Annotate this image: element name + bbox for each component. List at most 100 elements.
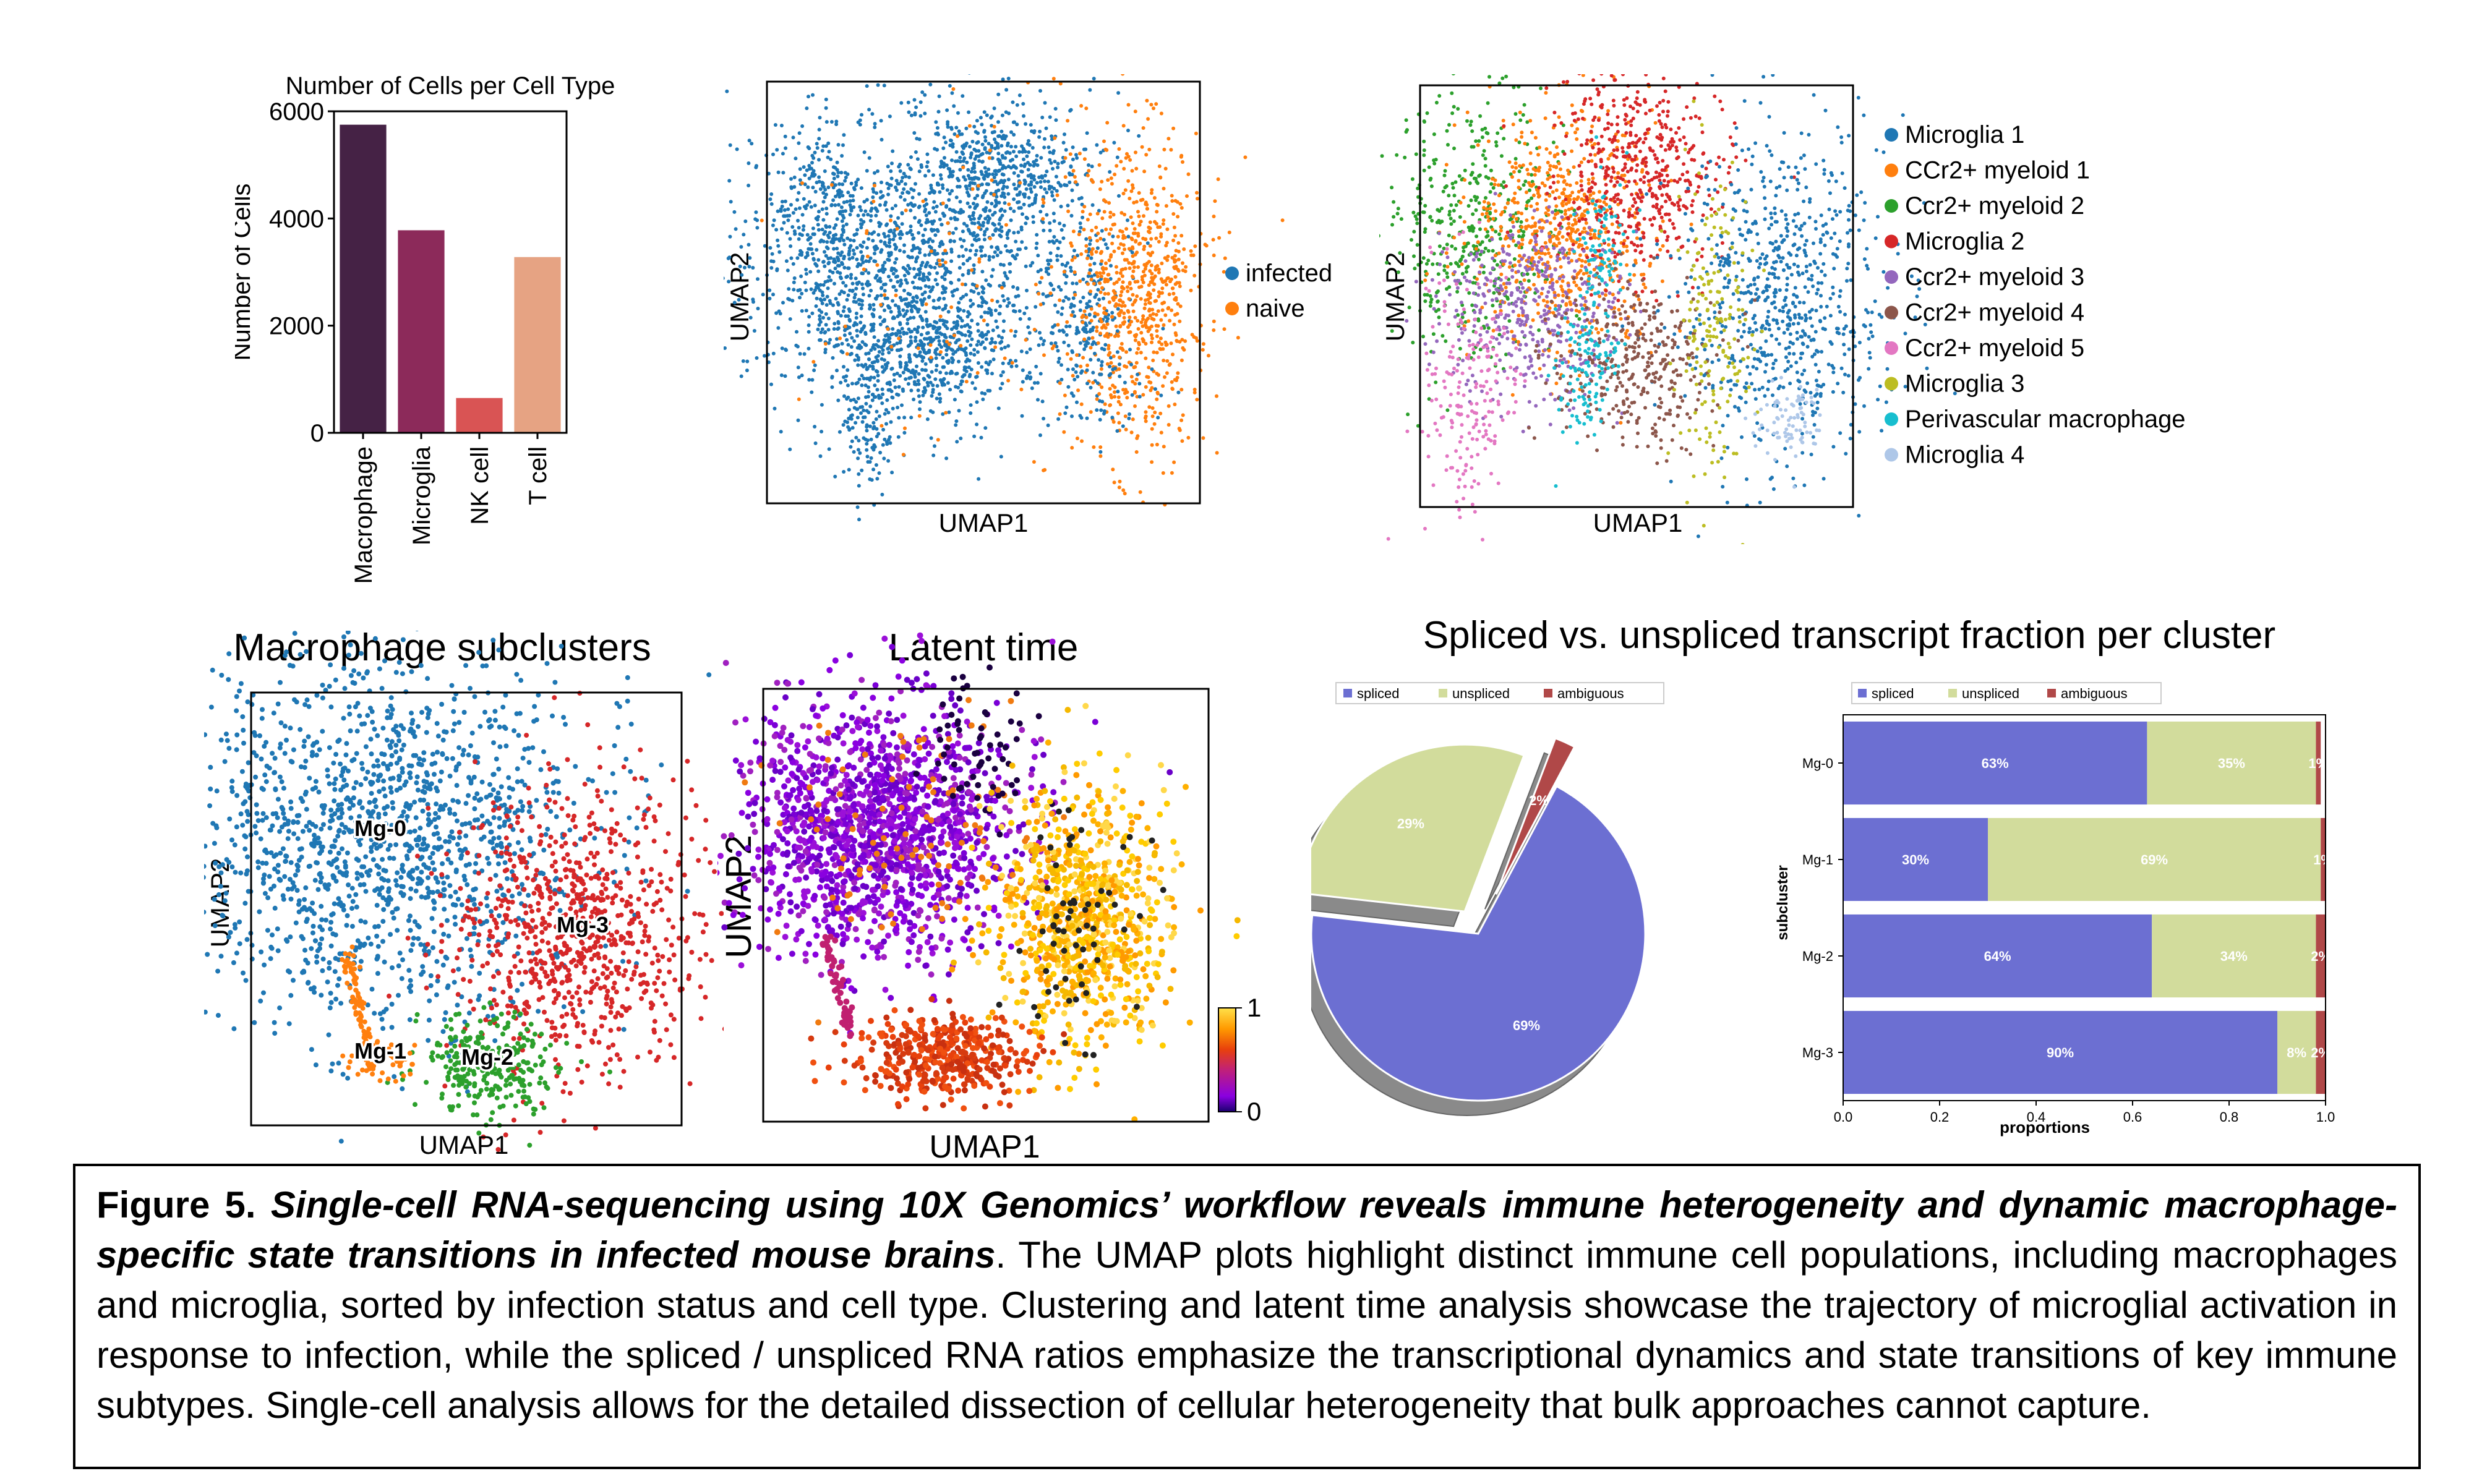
umap-point <box>1059 312 1064 317</box>
umap-point <box>1507 319 1512 323</box>
umap-point <box>935 204 939 208</box>
umap-point <box>1678 329 1682 333</box>
umap-point <box>998 162 1003 166</box>
umap-point <box>1478 252 1483 257</box>
umap-point <box>1118 403 1123 407</box>
umap-point <box>1557 230 1562 234</box>
umap-point <box>1077 151 1082 156</box>
umap-point <box>1423 120 1426 124</box>
umap-point <box>947 410 951 414</box>
umap-point <box>816 269 821 273</box>
umap-point <box>1650 223 1654 227</box>
umap-point <box>965 323 970 327</box>
umap-point <box>1089 289 1093 294</box>
umap-point <box>1164 283 1168 287</box>
umap-point <box>1201 436 1205 440</box>
umap-point <box>1107 232 1111 236</box>
umap-point <box>1000 172 1004 176</box>
umap-point <box>862 240 866 244</box>
umap-point <box>1470 129 1475 134</box>
x-tick-label: NK cell <box>466 446 494 525</box>
umap-point <box>1050 190 1054 194</box>
umap-point <box>1050 134 1054 139</box>
umap-point <box>985 113 989 117</box>
umap-point <box>874 343 878 347</box>
umap-point <box>918 100 923 104</box>
umap-point <box>1448 210 1452 214</box>
umap-point <box>880 365 884 369</box>
umap-point <box>909 316 912 320</box>
umap-point <box>956 159 960 163</box>
umap-point <box>828 224 832 229</box>
umap-point <box>1658 101 1662 104</box>
umap-point <box>1053 106 1058 111</box>
umap-point <box>1155 329 1159 333</box>
umap-point <box>804 288 808 292</box>
umap-point <box>935 148 940 152</box>
umap-point <box>1041 292 1045 296</box>
umap-point <box>1179 388 1184 392</box>
umap-point <box>1004 151 1008 155</box>
umap-point <box>1001 281 1006 285</box>
umap-point <box>1399 217 1403 221</box>
umap-point <box>955 320 959 324</box>
umap-point <box>1039 156 1043 160</box>
umap-point <box>859 186 863 190</box>
umap-point <box>1236 336 1240 340</box>
umap-point <box>1013 309 1017 313</box>
umap-point <box>807 200 811 204</box>
umap-point <box>876 378 880 383</box>
umap-point <box>1641 282 1646 286</box>
umap-point <box>897 348 901 352</box>
umap-point <box>889 310 893 314</box>
umap-point <box>1059 363 1063 367</box>
umap-point <box>896 314 900 318</box>
umap-point <box>1666 234 1670 239</box>
umap-point <box>1024 221 1028 226</box>
umap-point <box>952 209 956 213</box>
umap-point <box>800 213 805 217</box>
umap-point <box>1518 118 1523 122</box>
umap-point <box>965 357 970 362</box>
umap-point <box>931 299 936 303</box>
umap-point <box>1003 244 1008 248</box>
umap-point <box>1576 195 1580 199</box>
umap-point <box>943 333 947 337</box>
umap-point <box>1536 275 1541 278</box>
umap-point <box>935 126 940 130</box>
umap-point <box>1616 139 1620 143</box>
umap-point <box>1143 302 1147 306</box>
umap-point <box>937 392 941 396</box>
umap-point <box>854 382 858 386</box>
umap-point <box>1055 239 1059 243</box>
umap-point <box>968 325 972 330</box>
umap-point <box>1107 258 1111 262</box>
umap-point <box>823 230 828 234</box>
umap-point <box>969 411 973 416</box>
umap-point <box>1078 300 1082 304</box>
umap-point <box>1109 227 1113 231</box>
umap-point <box>1211 237 1215 242</box>
umap-point <box>999 135 1004 139</box>
umap-point <box>1476 240 1480 244</box>
umap-point <box>796 365 800 370</box>
umap-point <box>875 388 880 392</box>
umap-point <box>1116 395 1121 399</box>
umap-point <box>1121 301 1125 304</box>
umap-point <box>956 134 959 139</box>
umap-point <box>1148 269 1152 273</box>
umap-point <box>1506 198 1510 202</box>
umap-point <box>1622 173 1627 177</box>
umap-point <box>1145 207 1149 211</box>
umap-point <box>1136 279 1140 284</box>
umap-point <box>974 234 978 238</box>
umap-point <box>1060 306 1064 310</box>
umap-point <box>1165 371 1169 375</box>
umap-point <box>826 279 830 283</box>
umap-point <box>771 152 775 156</box>
umap-point <box>800 124 805 128</box>
umap-point <box>972 202 975 206</box>
umap-point <box>1060 262 1064 267</box>
umap-point <box>952 333 956 338</box>
umap-point <box>1655 104 1659 108</box>
